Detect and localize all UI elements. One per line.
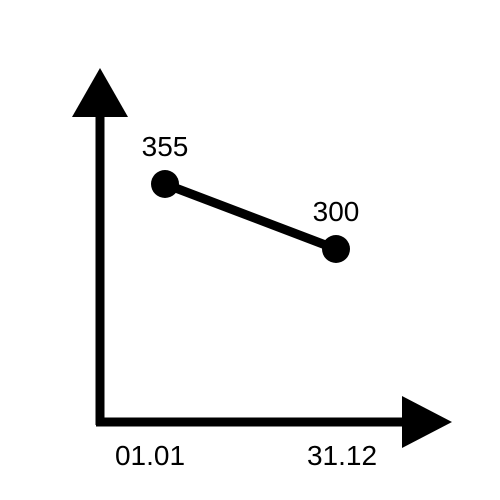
x-tick-label: 31.12 — [307, 440, 377, 471]
x-tick-labels: 01.01 31.12 — [115, 440, 377, 471]
data-point — [151, 170, 179, 198]
data-label: 355 — [142, 131, 189, 162]
x-axis — [96, 396, 452, 448]
y-axis — [72, 68, 128, 425]
x-axis-arrowhead — [402, 396, 452, 448]
data-label: 300 — [313, 196, 360, 227]
series-layer: 355 300 — [142, 131, 360, 263]
data-point — [322, 235, 350, 263]
y-axis-arrowhead — [72, 68, 128, 117]
x-tick-label: 01.01 — [115, 440, 185, 471]
series-line — [163, 179, 338, 254]
